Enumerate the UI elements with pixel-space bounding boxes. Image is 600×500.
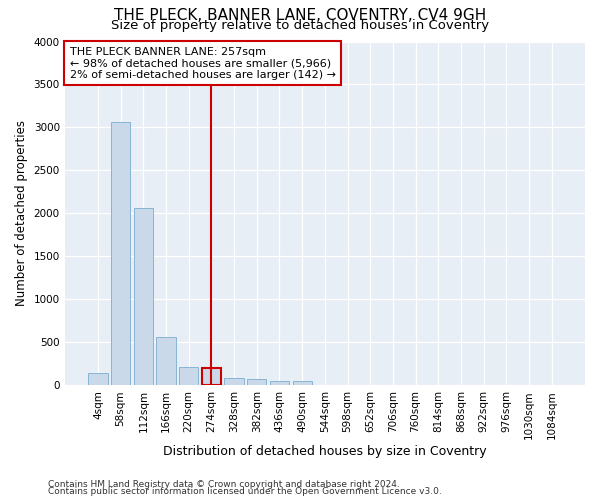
Bar	[247, 380, 266, 386]
Y-axis label: Number of detached properties: Number of detached properties	[15, 120, 28, 306]
Text: Contains HM Land Registry data © Crown copyright and database right 2024.: Contains HM Land Registry data © Crown c…	[48, 480, 400, 489]
Bar	[134, 208, 153, 386]
Text: Contains public sector information licensed under the Open Government Licence v3: Contains public sector information licen…	[48, 488, 442, 496]
Bar	[293, 381, 312, 386]
Text: THE PLECK BANNER LANE: 257sqm
← 98% of detached houses are smaller (5,966)
2% of: THE PLECK BANNER LANE: 257sqm ← 98% of d…	[70, 46, 336, 80]
Bar	[88, 372, 107, 386]
Bar	[179, 366, 199, 386]
Text: THE PLECK, BANNER LANE, COVENTRY, CV4 9GH: THE PLECK, BANNER LANE, COVENTRY, CV4 9G…	[114, 8, 486, 22]
Bar	[202, 368, 221, 386]
Bar	[270, 380, 289, 386]
Bar	[157, 338, 176, 386]
X-axis label: Distribution of detached houses by size in Coventry: Distribution of detached houses by size …	[163, 444, 487, 458]
Text: Size of property relative to detached houses in Coventry: Size of property relative to detached ho…	[111, 19, 489, 32]
Bar	[224, 378, 244, 386]
Bar	[111, 122, 130, 386]
